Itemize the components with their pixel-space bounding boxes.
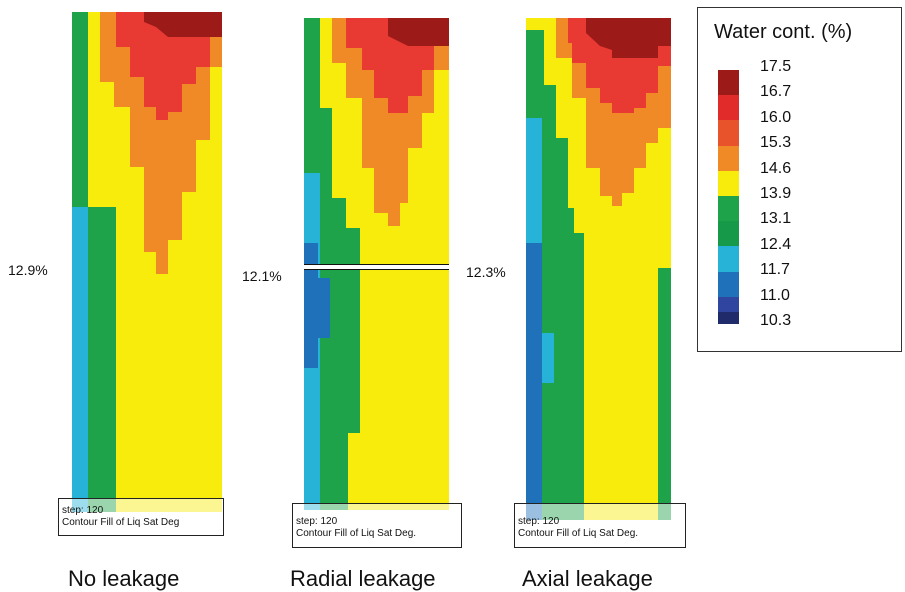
interface-line-border <box>304 269 449 270</box>
color-legend: Water cont. (%) 17.5 16.7 16.0 15.3 14.6 13.9… <box>697 7 902 352</box>
interface-line-border <box>304 264 449 265</box>
zone-green-mid <box>574 233 584 520</box>
step-text: step: 120 <box>296 516 338 527</box>
value-label-axial-leakage: 12.3% <box>466 264 506 280</box>
legend-value: 15.3 <box>760 134 792 152</box>
zone-blue <box>304 243 318 368</box>
contour-text: Contour Fill of Liq Sat Deg. <box>518 528 639 539</box>
legend-swatch <box>718 311 739 324</box>
legend-swatch <box>718 70 739 96</box>
step-text: step: 120 <box>62 505 104 516</box>
legend-value: 13.1 <box>760 210 792 228</box>
legend-value: 11.7 <box>760 261 790 279</box>
zone-red <box>116 12 222 120</box>
step-box-no-leakage: step: 120 Contour Fill of Liq Sat Deg <box>58 498 224 536</box>
step-text: step: 120 <box>518 516 560 527</box>
panel-title-axial-leakage: Axial leakage <box>522 566 653 591</box>
legend-value: 12.4 <box>760 235 792 253</box>
legend-value: 11.0 <box>760 286 790 304</box>
zone-yellow-strip <box>544 30 556 85</box>
zone-green-right <box>658 268 671 520</box>
contour-text: Contour Fill of Liq Sat Deg. <box>296 528 417 539</box>
legend-swatch <box>718 120 739 147</box>
legend-value: 14.6 <box>760 159 792 177</box>
contour-panel-axial-leakage <box>526 18 671 520</box>
contour-text: Contour Fill of Liq Sat Deg <box>62 517 180 528</box>
legend-value: 16.7 <box>760 83 792 101</box>
zone-yellow-corner <box>526 18 544 30</box>
contour-panel-no-leakage <box>72 12 222 512</box>
panel-title-no-leakage: No leakage <box>68 566 180 591</box>
step-box-radial-leakage: step: 120 Contour Fill of Liq Sat Deg. <box>292 503 462 548</box>
zone-green-inner <box>320 108 360 510</box>
legend-value: 13.9 <box>760 185 792 202</box>
interface-line <box>304 265 449 269</box>
legend-swatch <box>718 170 739 197</box>
legend-swatch <box>718 95 739 122</box>
value-label-no-leakage: 12.9% <box>8 262 48 278</box>
legend-swatch <box>718 246 739 273</box>
zone-yellow-strip <box>320 18 332 108</box>
step-box-axial-leakage: step: 120 Contour Fill of Liq Sat Deg. <box>514 503 686 548</box>
zone-blue <box>526 243 542 520</box>
zone-green-inner <box>544 85 574 520</box>
zone-blue-small <box>318 278 330 338</box>
zone-dark-red <box>144 12 222 37</box>
zone-cyan <box>72 207 88 512</box>
zone-dark-red <box>586 18 671 58</box>
legend-swatch <box>718 221 739 248</box>
legend-swatch <box>718 271 739 298</box>
legend-swatch <box>718 145 739 172</box>
legend-value: 10.3 <box>760 312 792 329</box>
zone-dark-red <box>388 18 449 46</box>
value-label-radial-leakage: 12.1% <box>242 268 282 284</box>
zone-cyan-spot <box>542 333 554 383</box>
zone-green-middle <box>88 207 116 512</box>
legend-title: Water cont. (%) <box>714 21 853 43</box>
legend-value: 17.5 <box>760 58 792 75</box>
legend-swatch <box>718 196 739 222</box>
panel-title-radial-leakage: Radial leakage <box>290 566 436 591</box>
contour-panel-radial-leakage <box>304 18 449 510</box>
legend-value: 16.0 <box>760 108 792 126</box>
zone-yellow-strip <box>88 12 100 207</box>
